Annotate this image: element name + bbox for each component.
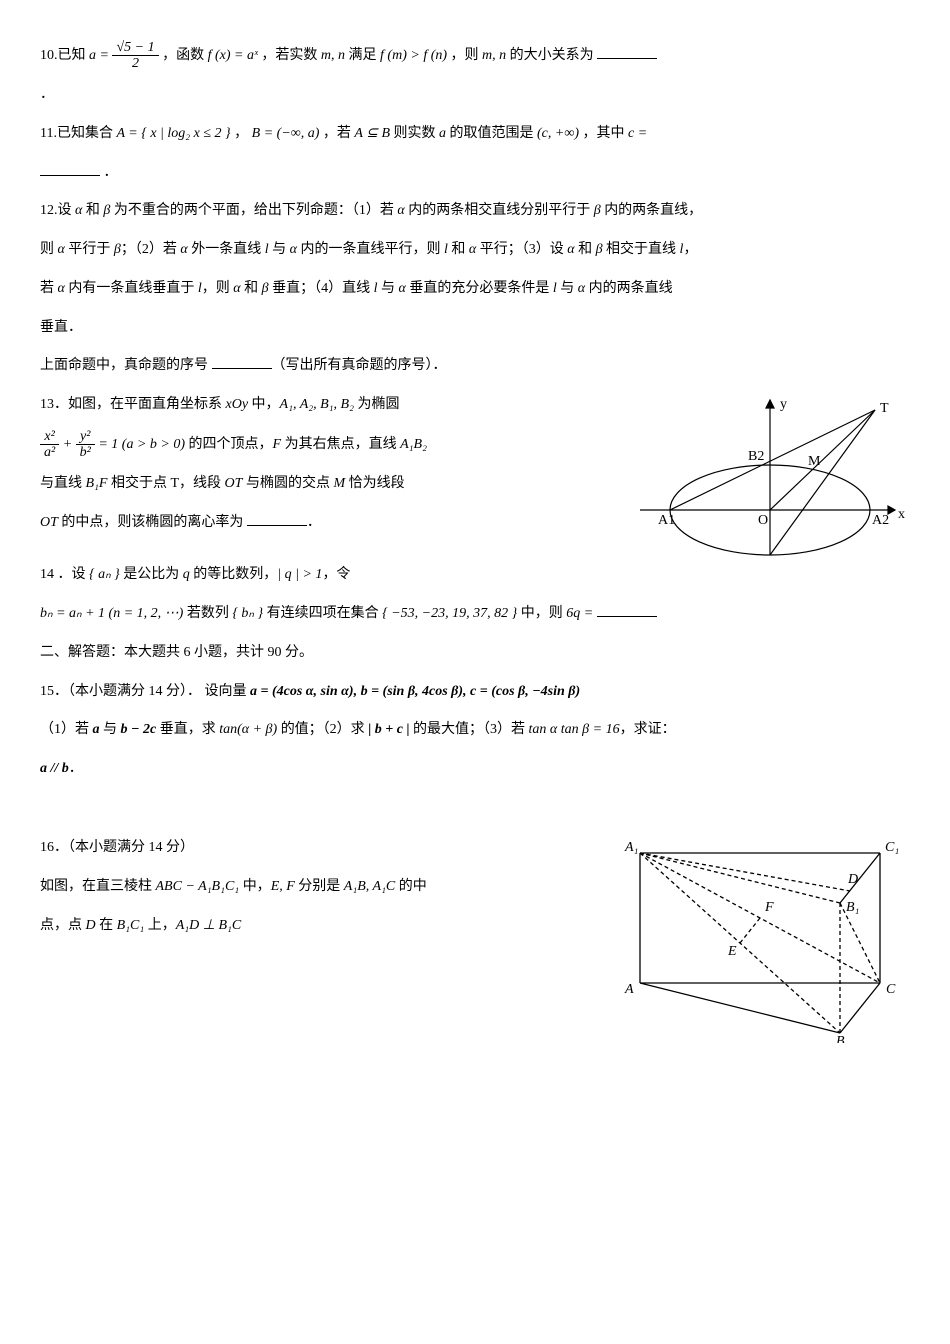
svg-text:O: O bbox=[758, 513, 768, 528]
svg-text:y: y bbox=[780, 397, 787, 412]
svg-text:D: D bbox=[847, 872, 858, 887]
a-eq: a = bbox=[89, 48, 109, 63]
q12d: 垂直． bbox=[40, 313, 910, 344]
blank bbox=[247, 511, 307, 526]
q16c: 点，点 D 在 B₁C₁ 上，A₁D ⊥ B₁C bbox=[40, 911, 594, 942]
svg-text:x: x bbox=[898, 507, 905, 522]
frac-a: √5 − 1 2 bbox=[112, 40, 158, 72]
svg-text:T: T bbox=[880, 401, 889, 416]
svg-text:C: C bbox=[886, 982, 896, 997]
blank bbox=[597, 602, 657, 617]
q12e: 上面命题中，真命题的序号 （写出所有真命题的序号）． bbox=[40, 351, 910, 382]
q13: 13．如图，在平面直角坐标系 xOy 中，A₁, A₂, B₁, B₂ 为椭圆 bbox=[40, 390, 614, 421]
q13c: 与直线 B₁F 相交于点 T，线段 OT 与椭圆的交点 M 恰为线段 bbox=[40, 469, 614, 500]
svg-text:B: B bbox=[836, 1034, 845, 1043]
q16-row: 16．（本小题满分 14 分） 如图，在直三棱柱 ABC − A₁B₁C₁ 中，… bbox=[40, 833, 910, 1043]
spacer bbox=[40, 793, 910, 833]
svg-text:E: E bbox=[727, 944, 737, 959]
blank bbox=[212, 354, 272, 369]
q10-num: 10.已知 bbox=[40, 48, 89, 63]
q14: 14 ．设 { aₙ } 是公比为 q 的等比数列，| q | > 1，令 bbox=[40, 560, 910, 591]
q12c: 若 α 内有一条直线垂直于 l，则 α 和 β 垂直；（4）直线 l 与 α 垂… bbox=[40, 274, 910, 305]
q13b: x²a² + y²b² = 1 (a > b > 0) 的四个顶点，F 为其右焦… bbox=[40, 429, 614, 461]
q15: 15．（本小题满分 14 分）． 设向量 a = (4cos α, sin α)… bbox=[40, 677, 910, 708]
svg-text:A: A bbox=[624, 982, 634, 997]
q14b: bₙ = aₙ + 1 (n = 1, 2, ⋯) 若数列 { bₙ } 有连续… bbox=[40, 599, 910, 630]
q11b: ． bbox=[40, 158, 910, 189]
svg-text:A2: A2 bbox=[872, 513, 889, 528]
svg-text:A₁: A₁ bbox=[624, 840, 638, 855]
q11: 11.已知集合 A = { x | log₂ x ≤ 2 } ， B = (−∞… bbox=[40, 119, 910, 150]
q12b: 则 α 平行于 β；（2）若 α 外一条直线 l 与 α 内的一条直线平行，则 … bbox=[40, 235, 910, 266]
q12: 12.设 α 和 β 为不重合的两个平面，给出下列命题：（1）若 α 内的两条相… bbox=[40, 196, 910, 227]
q13-row: 13．如图，在平面直角坐标系 xOy 中，A₁, A₂, B₁, B₂ 为椭圆 … bbox=[40, 390, 910, 560]
ellipse-figure: y T B2 M A1 O A2 x bbox=[630, 390, 910, 560]
svg-text:A1: A1 bbox=[658, 513, 675, 528]
svg-text:B₁: B₁ bbox=[846, 900, 859, 915]
svg-text:B2: B2 bbox=[748, 449, 764, 464]
blank bbox=[40, 161, 100, 176]
svg-text:F: F bbox=[764, 900, 774, 915]
svg-text:C₁: C₁ bbox=[885, 840, 899, 855]
q16b: 如图，在直三棱柱 ABC − A₁B₁C₁ 中，E, F 分别是 A₁B, A₁… bbox=[40, 872, 594, 903]
blank bbox=[597, 44, 657, 59]
prism-figure: A₁ C₁ B₁ D F E A C B bbox=[610, 833, 910, 1043]
q10: 10.已知 a = √5 − 1 2 ，函数 f (x) = aˣ ，若实数 m… bbox=[40, 40, 910, 72]
q15c: a // b． bbox=[40, 754, 910, 785]
svg-text:M: M bbox=[808, 454, 821, 469]
q15b: （1）若 a 与 b − 2c 垂直，求 tan(α + β) 的值；（2）求 … bbox=[40, 715, 910, 746]
q16: 16．（本小题满分 14 分） bbox=[40, 833, 594, 864]
section2: 二、解答题：本大题共 6 小题，共计 90 分。 bbox=[40, 638, 910, 669]
period: ． bbox=[40, 80, 910, 111]
q13d: OT 的中点，则该椭圆的离心率为 ． bbox=[40, 508, 614, 539]
